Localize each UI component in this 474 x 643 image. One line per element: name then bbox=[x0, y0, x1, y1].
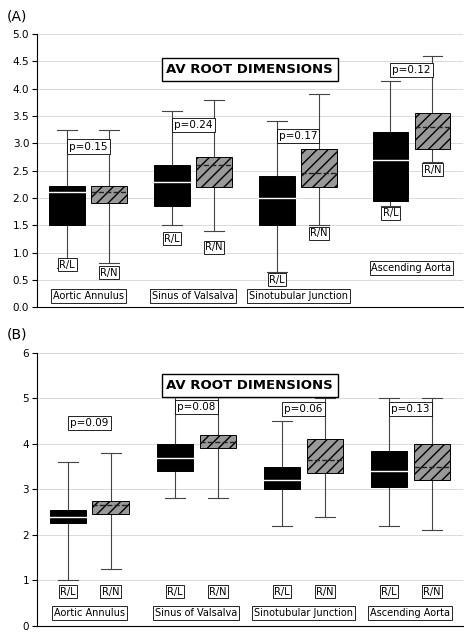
Bar bbox=[415, 113, 450, 149]
Text: Sinotubular Junction: Sinotubular Junction bbox=[254, 608, 353, 618]
Bar bbox=[196, 157, 232, 187]
Text: R/L: R/L bbox=[269, 275, 285, 285]
Text: R/N: R/N bbox=[316, 587, 334, 597]
Text: p=0.09: p=0.09 bbox=[70, 418, 109, 428]
Text: R/L: R/L bbox=[60, 587, 76, 597]
Text: R/N: R/N bbox=[209, 587, 227, 597]
Text: R/N: R/N bbox=[423, 587, 441, 597]
Text: R/N: R/N bbox=[310, 228, 328, 239]
Text: p=0.15: p=0.15 bbox=[69, 141, 108, 152]
Text: Sinus of Valsalva: Sinus of Valsalva bbox=[155, 608, 237, 618]
Text: Ascending Aorta: Ascending Aorta bbox=[372, 263, 451, 273]
Bar bbox=[92, 501, 129, 514]
Text: R/L: R/L bbox=[167, 587, 183, 597]
Text: p=0.08: p=0.08 bbox=[177, 402, 216, 412]
Text: R/L: R/L bbox=[164, 234, 180, 244]
Text: R/N: R/N bbox=[100, 267, 118, 278]
Text: p=0.12: p=0.12 bbox=[392, 65, 431, 75]
Text: R/L: R/L bbox=[381, 587, 397, 597]
Bar bbox=[91, 186, 127, 203]
Bar bbox=[373, 132, 408, 201]
Bar bbox=[414, 444, 450, 480]
Text: AV ROOT DIMENSIONS: AV ROOT DIMENSIONS bbox=[166, 63, 333, 76]
Bar bbox=[155, 165, 190, 206]
Text: p=0.13: p=0.13 bbox=[391, 404, 430, 414]
Text: R/L: R/L bbox=[59, 260, 75, 269]
Bar bbox=[50, 510, 86, 523]
Bar bbox=[49, 186, 85, 225]
Text: Ascending Aorta: Ascending Aorta bbox=[371, 608, 450, 618]
Bar bbox=[371, 451, 407, 487]
Text: Aortic Annulus: Aortic Annulus bbox=[53, 291, 124, 301]
Bar bbox=[200, 435, 236, 448]
Text: Sinus of Valsalva: Sinus of Valsalva bbox=[152, 291, 234, 301]
Bar bbox=[259, 176, 295, 225]
Text: p=0.24: p=0.24 bbox=[174, 120, 212, 130]
Text: (B): (B) bbox=[7, 328, 27, 342]
Text: Aortic Annulus: Aortic Annulus bbox=[54, 608, 125, 618]
Text: p=0.06: p=0.06 bbox=[284, 404, 323, 414]
Text: p=0.17: p=0.17 bbox=[279, 131, 318, 141]
Text: R/N: R/N bbox=[102, 587, 119, 597]
Bar bbox=[301, 149, 337, 187]
Text: AV ROOT DIMENSIONS: AV ROOT DIMENSIONS bbox=[166, 379, 333, 392]
Text: R/L: R/L bbox=[274, 587, 290, 597]
Text: Sinotubular Junction: Sinotubular Junction bbox=[249, 291, 347, 301]
Bar bbox=[157, 444, 193, 471]
Text: R/N: R/N bbox=[205, 242, 223, 252]
Bar bbox=[264, 467, 300, 489]
Text: R/N: R/N bbox=[424, 165, 441, 174]
Text: (A): (A) bbox=[7, 9, 27, 23]
Bar bbox=[307, 439, 343, 473]
Text: R/L: R/L bbox=[383, 208, 398, 218]
